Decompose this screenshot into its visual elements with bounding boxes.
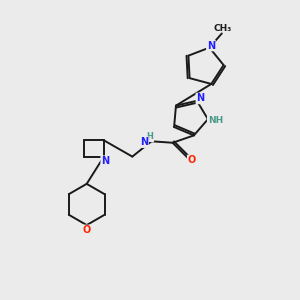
Text: H: H xyxy=(146,132,153,141)
Text: NH: NH xyxy=(208,116,223,125)
Text: O: O xyxy=(188,155,196,165)
Text: N: N xyxy=(196,94,205,103)
Text: O: O xyxy=(82,225,91,236)
Text: N: N xyxy=(140,137,148,147)
Text: N: N xyxy=(101,156,109,166)
Text: N: N xyxy=(207,40,215,50)
Text: CH₃: CH₃ xyxy=(214,24,232,33)
